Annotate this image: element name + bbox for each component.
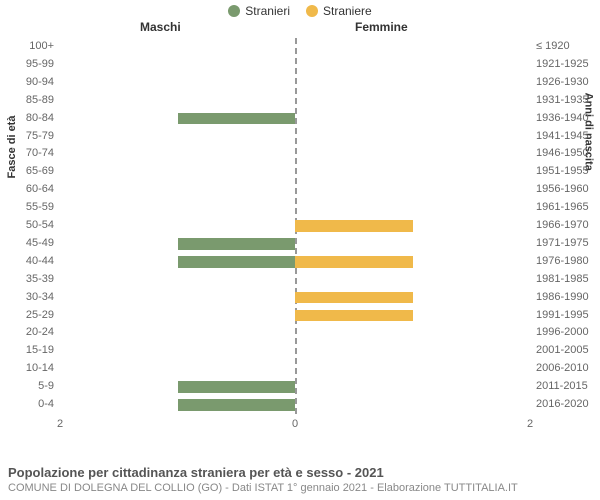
age-row: 15-192001-2005 <box>60 342 530 360</box>
chart-title: Popolazione per cittadinanza straniera p… <box>8 465 592 480</box>
age-label: 20-24 <box>8 324 60 342</box>
plot: 100+≤ 192095-991921-192590-941926-193085… <box>60 38 530 414</box>
age-row: 10-142006-2010 <box>60 360 530 378</box>
age-row: 50-541966-1970 <box>60 217 530 235</box>
age-row: 80-841936-1940 <box>60 110 530 128</box>
birth-label: 1926-1930 <box>530 74 594 92</box>
age-label: 80-84 <box>8 110 60 128</box>
legend-swatch-male <box>228 5 240 17</box>
chart-area: 100+≤ 192095-991921-192590-941926-193085… <box>60 38 530 438</box>
age-label: 5-9 <box>8 378 60 396</box>
age-label: 65-69 <box>8 163 60 181</box>
age-label: 75-79 <box>8 128 60 146</box>
age-row: 40-441976-1980 <box>60 253 530 271</box>
age-label: 50-54 <box>8 217 60 235</box>
bar-male <box>178 381 296 393</box>
age-label: 60-64 <box>8 181 60 199</box>
birth-label: ≤ 1920 <box>530 38 594 56</box>
age-label: 35-39 <box>8 271 60 289</box>
birth-label: 1946-1950 <box>530 145 594 163</box>
legend-item-male: Stranieri <box>228 4 290 18</box>
age-label: 45-49 <box>8 235 60 253</box>
age-row: 0-42016-2020 <box>60 396 530 414</box>
age-label: 95-99 <box>8 56 60 74</box>
x-tick: 0 <box>292 418 298 430</box>
age-label: 85-89 <box>8 92 60 110</box>
birth-label: 2011-2015 <box>530 378 594 396</box>
legend-label-male: Stranieri <box>245 4 290 18</box>
bar-male <box>178 399 296 411</box>
birth-label: 1951-1955 <box>530 163 594 181</box>
column-headers: Maschi Femmine <box>0 20 600 38</box>
column-header-male: Maschi <box>140 20 181 34</box>
legend: Stranieri Straniere <box>0 0 600 20</box>
age-row: 100+≤ 1920 <box>60 38 530 56</box>
birth-label: 1986-1990 <box>530 289 594 307</box>
age-label: 30-34 <box>8 289 60 307</box>
age-row: 65-691951-1955 <box>60 163 530 181</box>
bar-male <box>178 113 296 125</box>
bar-female <box>295 310 413 322</box>
age-row: 60-641956-1960 <box>60 181 530 199</box>
birth-label: 1921-1925 <box>530 56 594 74</box>
age-row: 95-991921-1925 <box>60 56 530 74</box>
birth-label: 1996-2000 <box>530 324 594 342</box>
age-label: 10-14 <box>8 360 60 378</box>
x-tick: 2 <box>527 418 533 430</box>
column-header-female: Femmine <box>355 20 408 34</box>
birth-label: 2006-2010 <box>530 360 594 378</box>
footer: Popolazione per cittadinanza straniera p… <box>8 465 592 494</box>
age-row: 85-891931-1935 <box>60 92 530 110</box>
birth-label: 2016-2020 <box>530 396 594 414</box>
birth-label: 1976-1980 <box>530 253 594 271</box>
birth-label: 1936-1940 <box>530 110 594 128</box>
birth-label: 2001-2005 <box>530 342 594 360</box>
age-row: 5-92011-2015 <box>60 378 530 396</box>
age-label: 15-19 <box>8 342 60 360</box>
birth-label: 1966-1970 <box>530 217 594 235</box>
chart-subtitle: COMUNE DI DOLEGNA DEL COLLIO (GO) - Dati… <box>8 482 592 494</box>
bar-female <box>295 256 413 268</box>
age-row: 35-391981-1985 <box>60 271 530 289</box>
legend-swatch-female <box>306 5 318 17</box>
age-row: 25-291991-1995 <box>60 307 530 325</box>
age-row: 55-591961-1965 <box>60 199 530 217</box>
age-row: 75-791941-1945 <box>60 128 530 146</box>
birth-label: 1991-1995 <box>530 307 594 325</box>
age-row: 70-741946-1950 <box>60 145 530 163</box>
age-label: 70-74 <box>8 145 60 163</box>
birth-label: 1971-1975 <box>530 235 594 253</box>
birth-label: 1941-1945 <box>530 128 594 146</box>
bar-male <box>178 256 296 268</box>
age-label: 25-29 <box>8 307 60 325</box>
age-label: 55-59 <box>8 199 60 217</box>
age-label: 90-94 <box>8 74 60 92</box>
age-label: 0-4 <box>8 396 60 414</box>
birth-label: 1956-1960 <box>530 181 594 199</box>
x-tick: 2 <box>57 418 63 430</box>
x-axis: 2 0 2 <box>60 414 530 438</box>
birth-label: 1961-1965 <box>530 199 594 217</box>
age-row: 90-941926-1930 <box>60 74 530 92</box>
age-row: 30-341986-1990 <box>60 289 530 307</box>
birth-label: 1931-1935 <box>530 92 594 110</box>
bar-female <box>295 292 413 304</box>
age-row: 45-491971-1975 <box>60 235 530 253</box>
legend-item-female: Straniere <box>306 4 372 18</box>
age-label: 40-44 <box>8 253 60 271</box>
legend-label-female: Straniere <box>323 4 372 18</box>
age-label: 100+ <box>8 38 60 56</box>
age-row: 20-241996-2000 <box>60 324 530 342</box>
bar-male <box>178 238 296 250</box>
birth-label: 1981-1985 <box>530 271 594 289</box>
bar-female <box>295 220 413 232</box>
